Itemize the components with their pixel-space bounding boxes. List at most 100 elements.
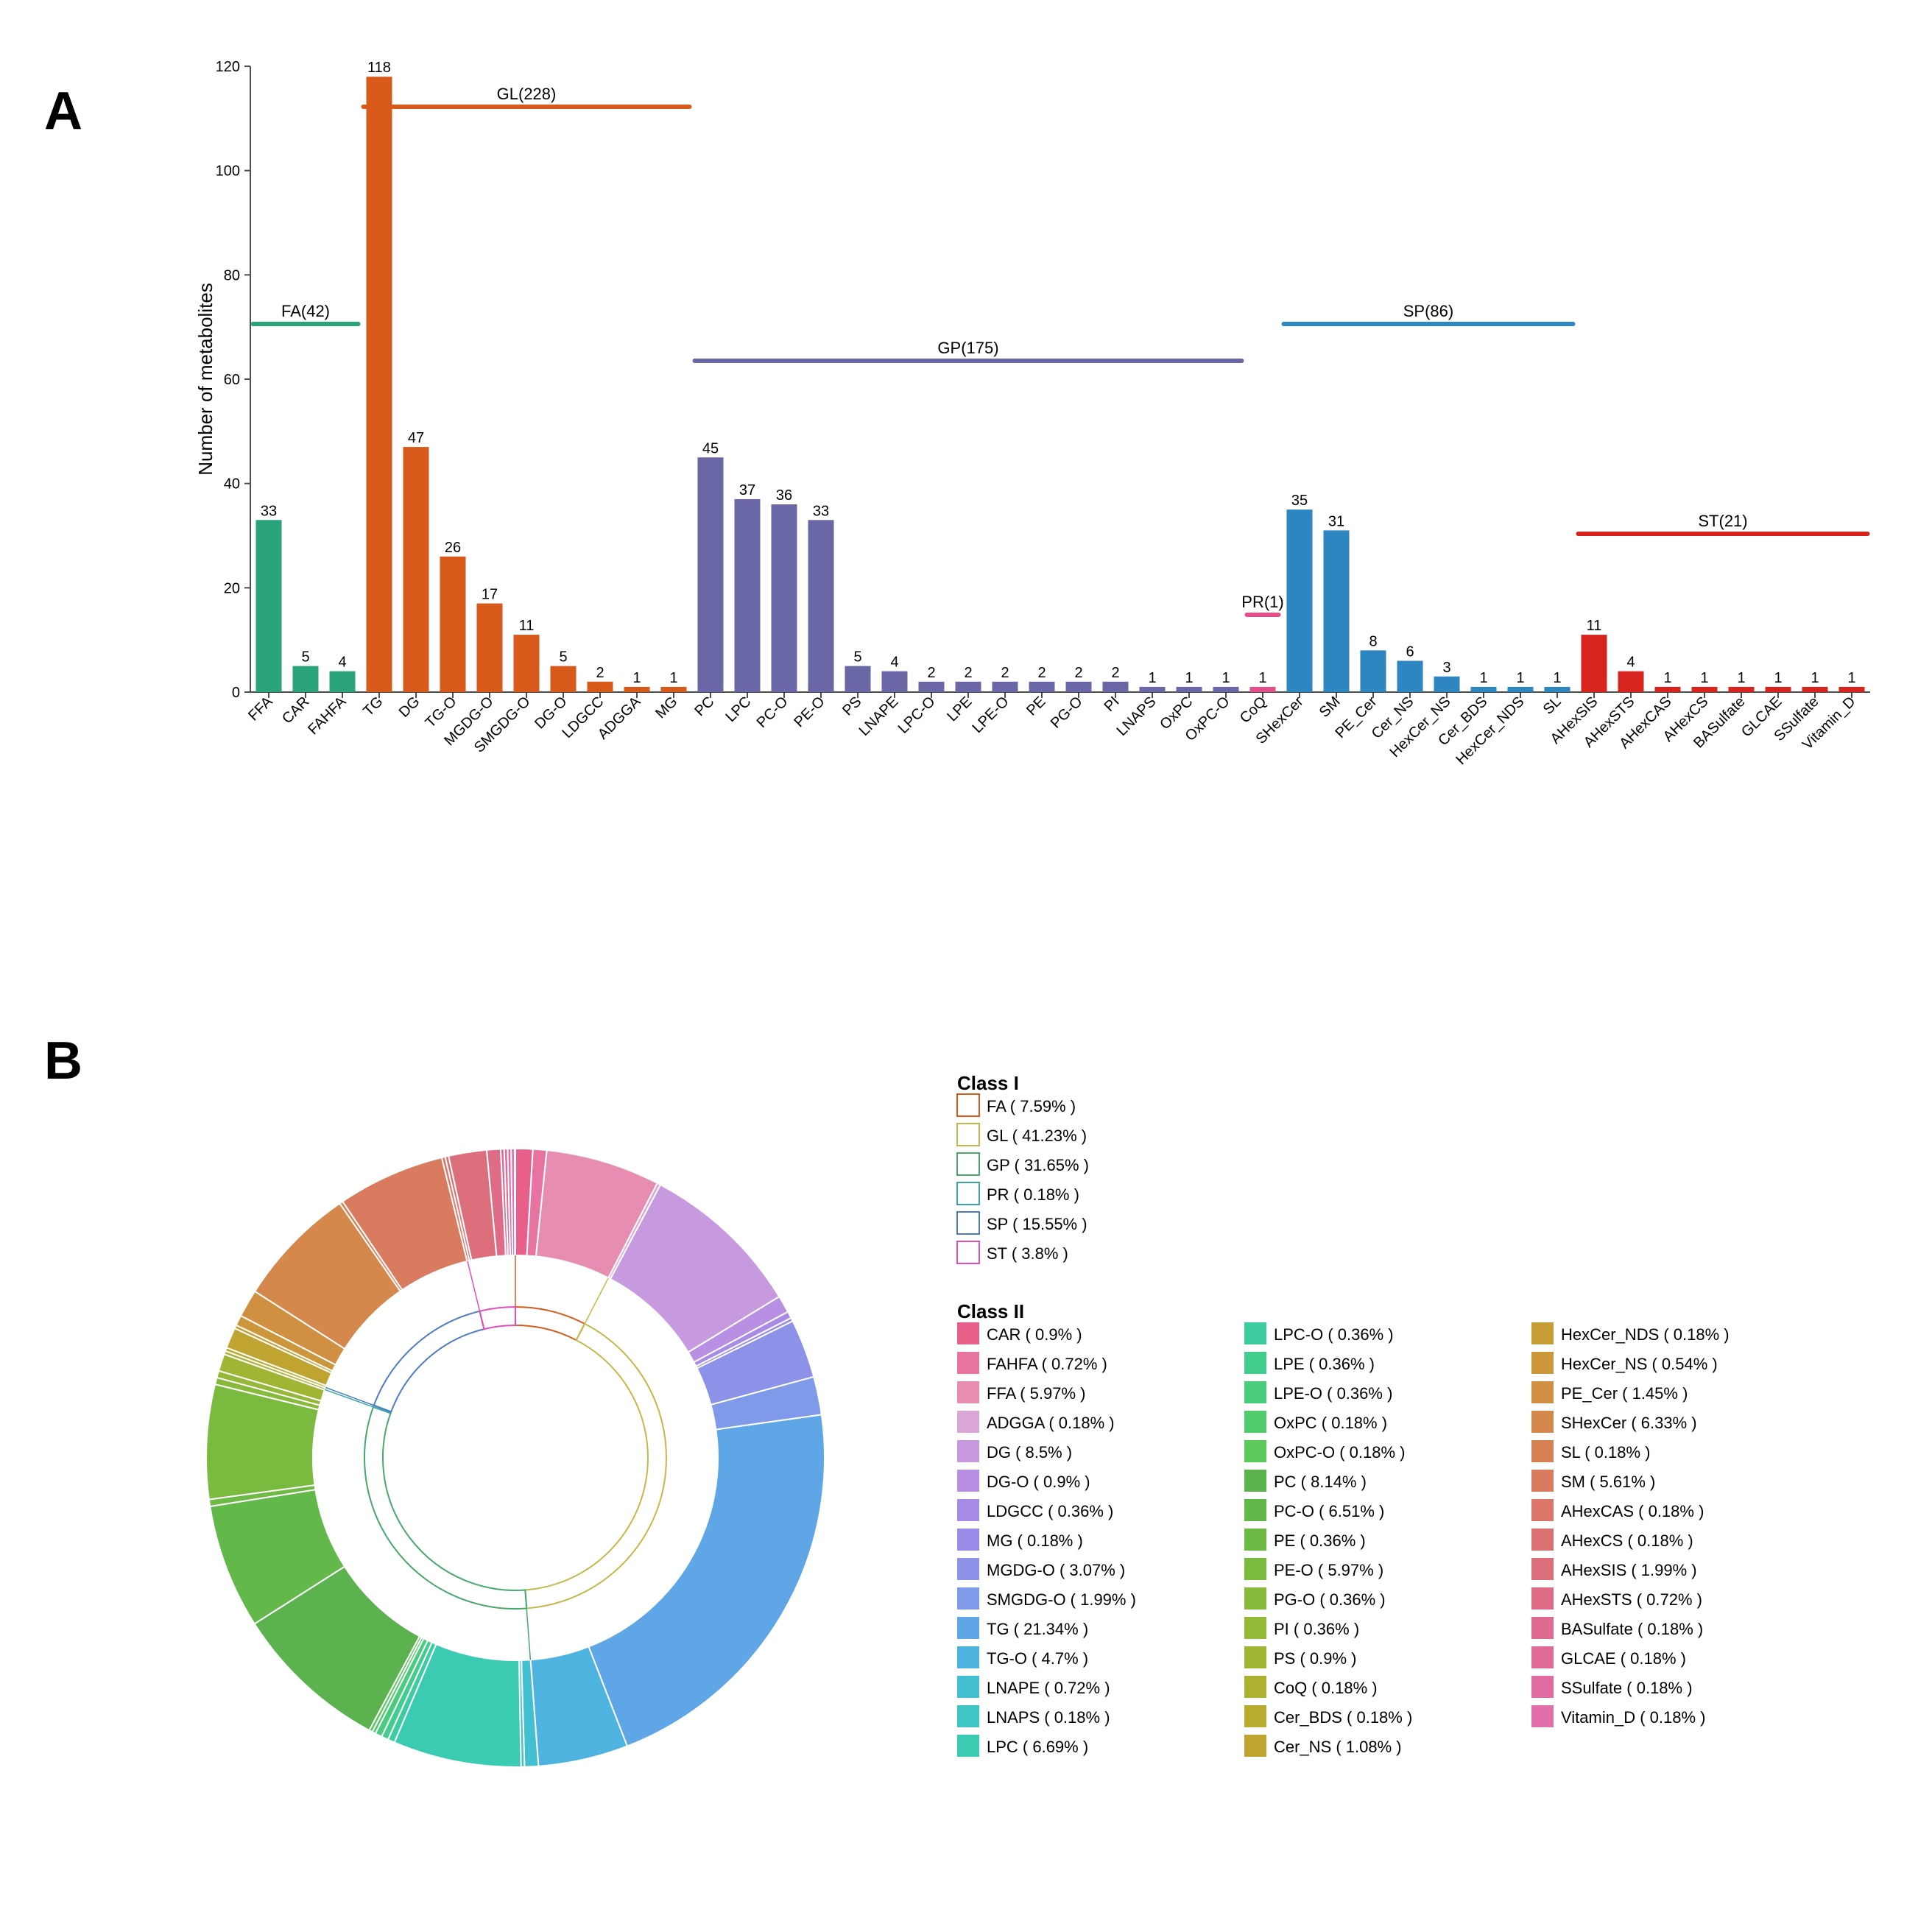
svg-text:TG: TG	[360, 694, 386, 719]
svg-text:4: 4	[1626, 655, 1635, 671]
svg-text:LPE: LPE	[944, 694, 975, 724]
svg-text:PS: PS	[839, 694, 864, 719]
svg-text:TG-O ( 4.7% ): TG-O ( 4.7% )	[987, 1649, 1088, 1668]
svg-text:PG-O: PG-O	[1048, 694, 1086, 732]
svg-text:SP(86): SP(86)	[1403, 302, 1453, 320]
svg-text:8: 8	[1369, 633, 1377, 649]
svg-text:35: 35	[1291, 493, 1308, 509]
svg-text:17: 17	[482, 587, 498, 603]
svg-text:1: 1	[1737, 670, 1745, 686]
svg-text:2: 2	[927, 665, 935, 681]
svg-text:FA(42): FA(42)	[281, 302, 330, 320]
svg-text:1: 1	[1148, 670, 1156, 686]
svg-text:SL ( 0.18% ): SL ( 0.18% )	[1561, 1443, 1650, 1462]
svg-text:GP ( 31.65% ): GP ( 31.65% )	[987, 1156, 1089, 1174]
svg-text:PE: PE	[1023, 694, 1048, 719]
svg-text:CAR ( 0.9% ): CAR ( 0.9% )	[987, 1325, 1082, 1344]
svg-text:AHexCS ( 0.18% ): AHexCS ( 0.18% )	[1561, 1531, 1693, 1550]
svg-text:5: 5	[301, 649, 309, 666]
svg-text:LNAPE ( 0.72% ): LNAPE ( 0.72% )	[987, 1679, 1110, 1697]
svg-text:PI ( 0.36% ): PI ( 0.36% )	[1274, 1620, 1359, 1638]
svg-text:PS ( 0.9% ): PS ( 0.9% )	[1274, 1649, 1356, 1668]
svg-text:60: 60	[224, 372, 240, 388]
svg-text:26: 26	[445, 540, 461, 556]
svg-text:11: 11	[1587, 618, 1602, 634]
svg-text:CoQ ( 0.18% ): CoQ ( 0.18% )	[1274, 1679, 1378, 1697]
svg-text:SL: SL	[1540, 694, 1565, 718]
bar-chart-svg: 020406080100120Number of metabolites33FF…	[191, 44, 1885, 817]
svg-text:1: 1	[1774, 670, 1782, 686]
svg-text:SSulfate ( 0.18% ): SSulfate ( 0.18% )	[1561, 1679, 1693, 1697]
svg-text:DG ( 8.5% ): DG ( 8.5% )	[987, 1443, 1072, 1462]
svg-text:LPE ( 0.36% ): LPE ( 0.36% )	[1274, 1355, 1375, 1373]
svg-text:47: 47	[408, 430, 424, 446]
svg-text:PC ( 8.14% ): PC ( 8.14% )	[1274, 1473, 1367, 1491]
svg-text:AHexSIS ( 1.99% ): AHexSIS ( 1.99% )	[1561, 1561, 1697, 1579]
bar-chart-panel: 020406080100120Number of metabolites33FF…	[191, 44, 1885, 817]
svg-text:TG ( 21.34% ): TG ( 21.34% )	[987, 1620, 1088, 1638]
svg-text:PR(1): PR(1)	[1241, 593, 1283, 611]
svg-text:PC-O ( 6.51% ): PC-O ( 6.51% )	[1274, 1502, 1384, 1520]
svg-text:SM ( 5.61% ): SM ( 5.61% )	[1561, 1473, 1655, 1491]
svg-text:LNAPS: LNAPS	[1114, 694, 1160, 739]
svg-text:31: 31	[1328, 513, 1344, 529]
svg-text:Vitamin_D ( 0.18% ): Vitamin_D ( 0.18% )	[1561, 1708, 1705, 1727]
svg-text:PE-O: PE-O	[791, 694, 828, 730]
svg-text:1: 1	[1663, 670, 1671, 686]
svg-text:33: 33	[261, 503, 277, 519]
svg-text:LPC-O ( 0.36% ): LPC-O ( 0.36% )	[1274, 1325, 1394, 1344]
svg-text:PG-O ( 0.36% ): PG-O ( 0.36% )	[1274, 1590, 1386, 1609]
svg-text:1: 1	[1553, 670, 1561, 686]
svg-text:5: 5	[559, 649, 567, 666]
svg-text:FA ( 7.59% ): FA ( 7.59% )	[987, 1097, 1076, 1115]
donut-chart-panel: Class IFA ( 7.59% )GL ( 41.23% )GP ( 31.…	[191, 1046, 1885, 1878]
svg-text:6: 6	[1406, 644, 1414, 660]
svg-text:FAHFA: FAHFA	[305, 694, 350, 738]
svg-text:OxPC-O ( 0.18% ): OxPC-O ( 0.18% )	[1274, 1443, 1405, 1462]
svg-text:LDGCC ( 0.36% ): LDGCC ( 0.36% )	[987, 1502, 1113, 1520]
svg-text:PE-O ( 5.97% ): PE-O ( 5.97% )	[1274, 1561, 1383, 1579]
svg-text:PR ( 0.18% ): PR ( 0.18% )	[987, 1185, 1079, 1204]
svg-text:GLCAE ( 0.18% ): GLCAE ( 0.18% )	[1561, 1649, 1686, 1668]
svg-text:Cer_NS ( 1.08% ): Cer_NS ( 1.08% )	[1274, 1738, 1402, 1756]
svg-text:37: 37	[739, 482, 755, 498]
svg-text:45: 45	[702, 440, 719, 456]
svg-text:HexCer_NS ( 0.54% ): HexCer_NS ( 0.54% )	[1561, 1355, 1718, 1373]
svg-text:PE_Cer ( 1.45% ): PE_Cer ( 1.45% )	[1561, 1384, 1688, 1403]
svg-text:DG-O ( 0.9% ): DG-O ( 0.9% )	[987, 1473, 1090, 1491]
svg-text:2: 2	[964, 665, 972, 681]
svg-text:CAR: CAR	[279, 694, 312, 727]
svg-text:100: 100	[216, 163, 240, 180]
svg-text:1: 1	[632, 670, 641, 686]
svg-text:PC-O: PC-O	[754, 694, 792, 731]
donut-chart-svg: Class IFA ( 7.59% )GL ( 41.23% )GP ( 31.…	[191, 1046, 1885, 1878]
svg-text:Cer_BDS ( 0.18% ): Cer_BDS ( 0.18% )	[1274, 1708, 1412, 1727]
svg-text:1: 1	[1479, 670, 1487, 686]
panel-b-label: B	[44, 1031, 82, 1091]
svg-text:20: 20	[224, 580, 240, 596]
svg-text:HexCer_NDS ( 0.18% ): HexCer_NDS ( 0.18% )	[1561, 1325, 1730, 1344]
svg-text:AHexCAS ( 0.18% ): AHexCAS ( 0.18% )	[1561, 1502, 1704, 1520]
svg-text:11: 11	[519, 618, 535, 634]
svg-text:3: 3	[1442, 660, 1450, 676]
svg-text:ADGGA ( 0.18% ): ADGGA ( 0.18% )	[987, 1414, 1115, 1432]
svg-text:1: 1	[1811, 670, 1819, 686]
svg-text:LPC ( 6.69% ): LPC ( 6.69% )	[987, 1738, 1088, 1756]
svg-text:FFA: FFA	[245, 694, 276, 724]
svg-text:1: 1	[669, 670, 677, 686]
svg-text:2: 2	[1074, 665, 1082, 681]
svg-text:CoQ: CoQ	[1237, 694, 1270, 727]
svg-text:1: 1	[1516, 670, 1524, 686]
svg-text:SP ( 15.55% ): SP ( 15.55% )	[987, 1215, 1087, 1233]
svg-text:PC: PC	[691, 694, 717, 719]
svg-text:5: 5	[853, 649, 861, 666]
svg-text:80: 80	[224, 267, 240, 283]
svg-text:1: 1	[1700, 670, 1708, 686]
svg-text:120: 120	[216, 59, 240, 75]
svg-text:AHexSTS ( 0.72% ): AHexSTS ( 0.72% )	[1561, 1590, 1702, 1609]
svg-text:1: 1	[1185, 670, 1193, 686]
svg-text:DG: DG	[396, 694, 423, 721]
svg-text:FFA ( 5.97% ): FFA ( 5.97% )	[987, 1384, 1086, 1403]
svg-text:SHexCer ( 6.33% ): SHexCer ( 6.33% )	[1561, 1414, 1697, 1432]
svg-text:LPC: LPC	[722, 694, 754, 725]
